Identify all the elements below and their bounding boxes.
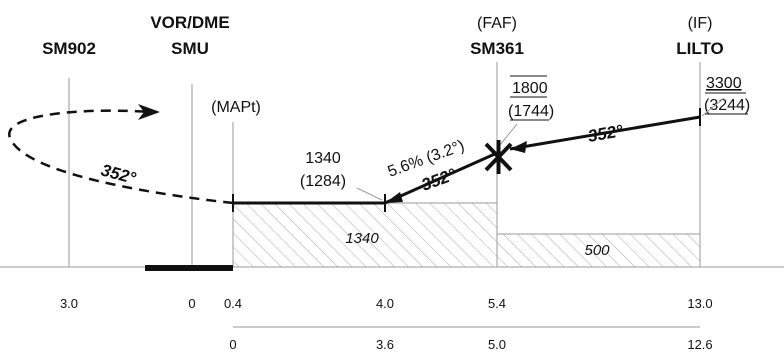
dme-dist-3: 4.0 — [376, 296, 394, 311]
dme-dist-5: 13.0 — [687, 296, 712, 311]
final-arrowhead — [385, 192, 403, 203]
alt-sdf: 1340 — [305, 150, 341, 167]
intermediate-arrowhead — [510, 141, 527, 153]
fix-lilto-role: (IF) — [688, 15, 713, 32]
dme-dist-4: 5.4 — [488, 296, 506, 311]
fix-sm902-name: SM902 — [42, 39, 96, 58]
faf-leader — [499, 123, 518, 146]
course-final: 352° — [419, 165, 459, 195]
intermediate-segment-alt: 500 — [584, 242, 610, 259]
course-missed: 352° — [99, 161, 138, 189]
flight-path — [8, 109, 701, 205]
course-intermediate: 352° — [586, 121, 624, 146]
fix-lilto-name: LILTO — [676, 39, 724, 58]
final-segment-alt: 1340 — [345, 230, 379, 247]
final-segment-area — [232, 202, 498, 268]
faf-cross-icon — [484, 140, 513, 174]
missed-arrowhead — [138, 104, 160, 120]
alt-lilto: 3300 — [706, 75, 742, 92]
dme-distance-scale: 3.0 0 0.4 4.0 5.4 13.0 — [60, 296, 713, 311]
threshold-distance-scale: 0 3.6 5.0 12.6 — [229, 326, 713, 352]
fix-sm361-name: SM361 — [470, 39, 524, 58]
missed-approach-track — [8, 109, 234, 205]
thr-dist-2: 5.0 — [488, 337, 506, 352]
fix-smu-role: VOR/DME — [150, 13, 229, 32]
dme-dist-0: 3.0 — [60, 296, 78, 311]
fix-sm361-role: (FAF) — [477, 15, 517, 32]
thr-dist-1: 3.6 — [376, 337, 394, 352]
thr-dist-3: 12.6 — [687, 337, 712, 352]
lilto-leader — [701, 97, 725, 117]
fix-smu-name: SMU — [171, 39, 209, 58]
alt-faf: 1800 — [512, 80, 548, 97]
final-descent-track — [384, 151, 498, 205]
runway-bar — [145, 265, 233, 271]
sdf-leader — [356, 187, 383, 201]
dme-dist-2: 0.4 — [224, 296, 242, 311]
fix-mapt-role: (MAPt) — [211, 99, 261, 116]
height-sdf: (1284) — [300, 173, 346, 190]
intermediate-track — [509, 115, 701, 151]
height-faf: (1744) — [508, 103, 554, 120]
dme-dist-1: 0 — [188, 296, 195, 311]
height-lilto: (3244) — [704, 97, 750, 114]
thr-dist-0: 0 — [229, 337, 236, 352]
fix-ticks — [232, 108, 701, 212]
